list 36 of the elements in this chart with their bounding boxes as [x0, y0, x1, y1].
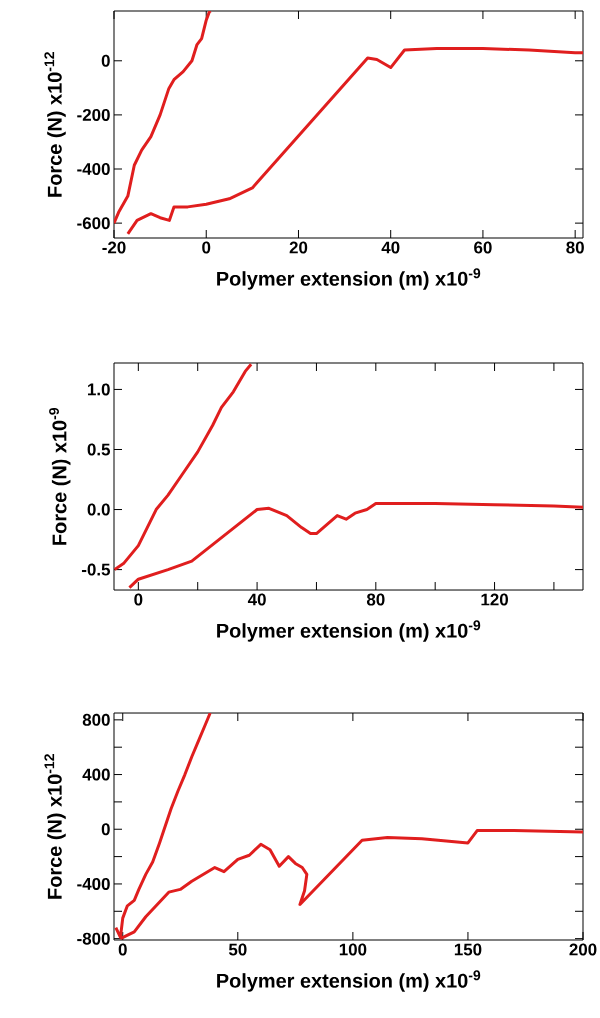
y-tick-label: 0.0 [87, 503, 110, 516]
y-tick-label: 800 [82, 713, 110, 726]
x-tick-label: 80 [366, 593, 385, 606]
y-tick-label: 0 [101, 54, 110, 67]
y-tick-label: 0 [101, 823, 110, 836]
y-axis-title: Force (N) x10$^{-9}$ [48, 407, 71, 545]
y-tick-label: -0.5 [81, 563, 110, 576]
y-axis-title: Force (N) x10$^{-12}$ [44, 52, 66, 197]
y-tick-label: -200 [77, 108, 110, 121]
y-tick-label: -400 [77, 163, 110, 176]
y-tick-label: -800 [77, 932, 110, 945]
y-tick-label: -400 [77, 877, 110, 890]
y-tick-label: 1.0 [87, 383, 110, 396]
x-tick-label: 0 [134, 593, 143, 606]
line-series [113, 11, 213, 225]
x-axis-title: Polymer extension (m) x10$^{-9}$ [216, 268, 480, 290]
x-tick-label: -20 [102, 241, 126, 254]
x-tick-label: 150 [454, 943, 482, 956]
x-tick-label: 60 [473, 241, 492, 254]
y-tick-label: 0.5 [87, 443, 110, 456]
x-tick-label: 40 [381, 241, 400, 254]
x-tick-label: 200 [569, 943, 597, 956]
x-axis-title: Polymer extension (m) x10$^{-9}$ [216, 970, 480, 992]
line-series [126, 47, 583, 236]
y-tick-label: -600 [77, 217, 110, 230]
x-tick-label: 20 [289, 241, 307, 254]
x-tick-label: 50 [228, 943, 247, 956]
x-tick-label: 40 [247, 593, 266, 606]
x-tick-label: 0 [201, 241, 211, 254]
x-tick-label: 80 [566, 241, 584, 254]
x-axis-title: Polymer extension (m) x10$^{-9}$ [216, 620, 480, 642]
x-tick-label: 100 [339, 943, 367, 956]
x-tick-label: 0 [118, 943, 127, 956]
y-tick-label: 400 [82, 768, 110, 781]
y-axis-title: Force (N) x10$^{-12}$ [44, 754, 66, 899]
x-tick-label: 120 [481, 593, 508, 606]
